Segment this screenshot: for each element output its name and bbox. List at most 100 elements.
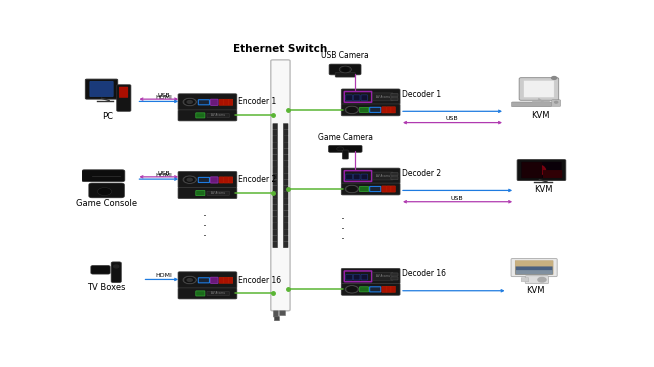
FancyBboxPatch shape <box>391 186 396 192</box>
FancyBboxPatch shape <box>361 95 368 101</box>
FancyBboxPatch shape <box>279 311 286 316</box>
FancyBboxPatch shape <box>224 99 228 105</box>
FancyBboxPatch shape <box>391 172 398 176</box>
FancyBboxPatch shape <box>336 73 356 77</box>
FancyBboxPatch shape <box>219 177 224 183</box>
Text: AV Access: AV Access <box>376 174 390 178</box>
FancyBboxPatch shape <box>211 177 218 183</box>
FancyBboxPatch shape <box>211 277 218 283</box>
Circle shape <box>187 178 192 181</box>
FancyBboxPatch shape <box>85 79 118 99</box>
FancyBboxPatch shape <box>273 142 278 148</box>
FancyBboxPatch shape <box>341 268 400 284</box>
Text: PC: PC <box>103 112 114 121</box>
FancyBboxPatch shape <box>391 107 396 113</box>
FancyBboxPatch shape <box>370 287 381 292</box>
FancyBboxPatch shape <box>178 94 237 110</box>
Circle shape <box>345 106 358 113</box>
FancyBboxPatch shape <box>283 123 288 130</box>
FancyBboxPatch shape <box>283 223 288 229</box>
Text: Encoder 2: Encoder 2 <box>238 175 277 184</box>
FancyBboxPatch shape <box>224 277 228 283</box>
FancyBboxPatch shape <box>519 78 559 100</box>
FancyBboxPatch shape <box>283 217 288 223</box>
FancyBboxPatch shape <box>119 87 128 98</box>
FancyBboxPatch shape <box>370 186 381 192</box>
Circle shape <box>187 279 192 281</box>
FancyBboxPatch shape <box>283 229 288 235</box>
FancyBboxPatch shape <box>353 95 360 101</box>
Text: AV Access: AV Access <box>211 291 225 295</box>
FancyBboxPatch shape <box>283 142 288 148</box>
Text: USB: USB <box>158 93 170 98</box>
FancyBboxPatch shape <box>207 191 230 195</box>
Text: Ethernet Switch: Ethernet Switch <box>233 44 328 54</box>
FancyBboxPatch shape <box>273 123 278 130</box>
FancyBboxPatch shape <box>82 170 125 182</box>
FancyBboxPatch shape <box>273 311 279 317</box>
FancyBboxPatch shape <box>228 177 233 183</box>
FancyBboxPatch shape <box>511 258 557 277</box>
FancyBboxPatch shape <box>391 273 398 276</box>
FancyBboxPatch shape <box>273 235 278 241</box>
FancyBboxPatch shape <box>196 113 205 118</box>
FancyBboxPatch shape <box>273 155 278 161</box>
FancyBboxPatch shape <box>273 179 278 186</box>
FancyBboxPatch shape <box>341 183 400 195</box>
FancyBboxPatch shape <box>273 229 278 235</box>
FancyBboxPatch shape <box>341 283 400 295</box>
FancyBboxPatch shape <box>198 278 209 283</box>
FancyBboxPatch shape <box>341 104 400 116</box>
FancyBboxPatch shape <box>275 316 279 321</box>
Text: KVM: KVM <box>531 111 550 120</box>
FancyBboxPatch shape <box>524 80 554 98</box>
FancyBboxPatch shape <box>219 277 224 283</box>
FancyBboxPatch shape <box>271 60 290 311</box>
FancyBboxPatch shape <box>283 179 288 186</box>
FancyBboxPatch shape <box>515 261 553 275</box>
FancyBboxPatch shape <box>198 177 209 182</box>
FancyBboxPatch shape <box>273 167 278 173</box>
Text: AV Access: AV Access <box>376 95 390 99</box>
FancyBboxPatch shape <box>207 291 230 296</box>
FancyBboxPatch shape <box>515 270 553 275</box>
FancyBboxPatch shape <box>521 162 562 178</box>
FancyBboxPatch shape <box>360 287 369 292</box>
FancyBboxPatch shape <box>382 286 387 292</box>
FancyBboxPatch shape <box>283 167 288 173</box>
FancyBboxPatch shape <box>273 223 278 229</box>
FancyBboxPatch shape <box>283 198 288 204</box>
FancyBboxPatch shape <box>387 286 391 292</box>
FancyBboxPatch shape <box>273 204 278 211</box>
Text: Game Camera: Game Camera <box>318 132 373 142</box>
FancyBboxPatch shape <box>387 186 391 192</box>
Circle shape <box>555 101 558 103</box>
FancyBboxPatch shape <box>344 271 371 282</box>
Circle shape <box>345 286 358 293</box>
Text: ·
·
·: · · · <box>341 212 345 246</box>
FancyBboxPatch shape <box>273 161 278 167</box>
FancyBboxPatch shape <box>391 94 398 97</box>
FancyBboxPatch shape <box>273 130 278 136</box>
FancyBboxPatch shape <box>196 190 205 196</box>
FancyBboxPatch shape <box>344 171 371 181</box>
FancyBboxPatch shape <box>273 241 278 248</box>
FancyBboxPatch shape <box>224 177 228 183</box>
FancyBboxPatch shape <box>283 155 288 161</box>
FancyBboxPatch shape <box>178 288 237 299</box>
Text: Decoder 2: Decoder 2 <box>402 169 441 178</box>
FancyBboxPatch shape <box>346 174 353 180</box>
FancyBboxPatch shape <box>391 177 398 180</box>
Text: USB: USB <box>445 116 458 121</box>
Text: AV Access: AV Access <box>211 191 225 195</box>
Circle shape <box>114 265 119 268</box>
Circle shape <box>337 147 344 151</box>
Text: AV Access: AV Access <box>211 113 225 117</box>
Text: Encoder 16: Encoder 16 <box>238 276 281 284</box>
FancyBboxPatch shape <box>328 145 362 152</box>
FancyBboxPatch shape <box>353 275 360 280</box>
Text: HDMI: HDMI <box>156 173 172 178</box>
FancyBboxPatch shape <box>211 99 218 105</box>
FancyBboxPatch shape <box>517 160 566 181</box>
Circle shape <box>185 177 194 182</box>
